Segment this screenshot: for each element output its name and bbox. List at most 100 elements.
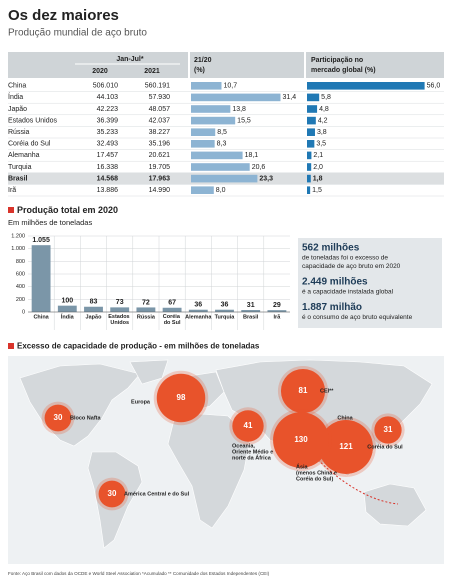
y-tick-label: 600	[16, 271, 25, 277]
col-group: Jan-Jul*	[116, 56, 144, 63]
x-tick-label: Irã	[274, 314, 282, 320]
share-bar	[307, 163, 312, 171]
x-tick-label: Brasil	[243, 314, 259, 320]
world-map	[8, 356, 444, 564]
y-tick-label: 800	[16, 259, 25, 265]
share-label: 4,8	[319, 106, 329, 113]
growth-label: 8,3	[217, 141, 227, 148]
x-tick-label: Coréia do Sul	[163, 314, 182, 326]
y-tick-label: 1.200	[11, 233, 25, 239]
bubble-name: Europa	[131, 399, 151, 405]
bubble	[44, 404, 72, 432]
growth-bar	[191, 116, 236, 125]
value-label: 83	[90, 299, 98, 306]
bar	[136, 307, 156, 312]
separator	[304, 52, 306, 197]
col-share: mercado global (%)	[311, 67, 376, 74]
value-2020: 35.233	[97, 129, 119, 136]
chart-title: Produção total em 2020	[17, 205, 118, 215]
share-label: 3,5	[316, 141, 326, 148]
value-2020: 36.399	[97, 117, 119, 124]
col-growth: (%)	[194, 67, 205, 74]
value-label: 1.055	[32, 237, 50, 244]
fact-text: é a capacidade instalada global	[302, 289, 394, 296]
growth-label: 8,0	[216, 187, 226, 194]
value-label: 67	[168, 300, 176, 307]
value-2021: 42.037	[149, 117, 171, 124]
link-arrow	[317, 459, 399, 505]
bubble	[280, 368, 326, 414]
greenland	[129, 359, 169, 385]
bubble-name: CEI**	[320, 388, 334, 394]
growth-label: 31,4	[282, 94, 296, 101]
value-2021: 35.196	[149, 141, 171, 148]
value-2020: 14.568	[97, 175, 119, 182]
share-label: 56,0	[427, 83, 441, 90]
share-bar	[307, 116, 316, 125]
country: Japão	[8, 106, 27, 113]
bubble	[273, 412, 329, 468]
bubble-name: América Central e do Sul	[124, 491, 190, 497]
fact-text: capacidade de aço bruto em 2020	[302, 263, 401, 270]
bubble-name: Coréia do Sul)	[296, 476, 333, 482]
value-2021: 20.621	[149, 152, 171, 159]
growth-label: 10,7	[223, 83, 237, 90]
bubble-name: Coréia do Sul	[367, 444, 403, 450]
y-tick-label: 200	[16, 297, 25, 303]
bubble-value: 30	[54, 413, 63, 422]
africa	[167, 413, 251, 529]
country: Alemanha	[8, 152, 40, 159]
bar	[57, 305, 77, 312]
col-2020: 2020	[92, 68, 108, 75]
value-2021: 57.930	[149, 94, 171, 101]
bubble	[374, 416, 402, 444]
bubble-name: China	[337, 415, 353, 421]
share-label: 3,8	[317, 129, 327, 136]
value-label: 29	[273, 302, 281, 309]
table-header-bg	[8, 52, 444, 78]
growth-label: 13,8	[232, 106, 246, 113]
bubble-value: 31	[384, 425, 393, 434]
country: Coréia do Sul	[8, 141, 51, 148]
value-label: 100	[61, 298, 73, 305]
bubble-value: 121	[339, 442, 353, 451]
facts-box	[298, 238, 442, 328]
value-2021: 19.705	[149, 164, 171, 171]
country: Brasil	[8, 175, 28, 182]
value-label: 72	[142, 299, 150, 306]
value-2021: 38.227	[149, 129, 171, 136]
bubble-name: Ásia	[296, 463, 309, 470]
share-label: 2,1	[313, 152, 323, 159]
fact-value: 562 milhões	[302, 243, 360, 254]
country: Rússia	[8, 129, 30, 136]
fact-value: 2.449 milhões	[302, 277, 368, 288]
value-2021: 560.191	[145, 83, 170, 90]
value-label: 36	[221, 302, 229, 309]
value-2020: 506.010	[93, 83, 118, 90]
share-bar	[307, 140, 315, 148]
value-2020: 42.223	[97, 106, 119, 113]
growth-bar	[191, 163, 250, 171]
value-2020: 32.493	[97, 141, 119, 148]
bar	[110, 307, 130, 312]
bubble-value: 30	[108, 489, 117, 498]
growth-label: 18,1	[245, 152, 259, 159]
value-2021: 48.057	[149, 106, 171, 113]
x-tick-label: Estados Unidos	[108, 314, 131, 326]
x-tick-label: Índia	[61, 312, 75, 320]
share-label: 5,8	[321, 94, 331, 101]
fact-text: de toneladas foi o excesso de	[302, 255, 388, 262]
share-bar	[307, 151, 312, 160]
country: Estados Unidos	[8, 117, 58, 124]
growth-bar	[191, 128, 216, 136]
bubble-name: norte da África	[232, 454, 272, 461]
value-2021: 14.990	[149, 187, 171, 194]
value-2020: 16.338	[97, 164, 119, 171]
section-marker	[8, 207, 14, 213]
share-bar	[307, 128, 315, 136]
value-label: 36	[194, 302, 202, 309]
map-title: Excesso de capacidade de produção - em m…	[17, 342, 260, 351]
fact-text: é o consumo de aço bruto equivalente	[302, 314, 413, 321]
y-tick-label: 400	[16, 284, 25, 290]
y-tick-label: 0	[22, 309, 25, 315]
